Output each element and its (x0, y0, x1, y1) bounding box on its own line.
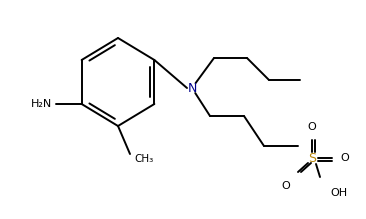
Text: H₂N: H₂N (30, 99, 52, 109)
Text: OH: OH (330, 188, 347, 198)
Text: O: O (308, 122, 316, 132)
Text: N: N (187, 81, 197, 95)
Text: CH₃: CH₃ (134, 154, 153, 164)
Text: O: O (281, 181, 290, 191)
Text: O: O (340, 153, 349, 163)
Text: S: S (308, 152, 316, 164)
